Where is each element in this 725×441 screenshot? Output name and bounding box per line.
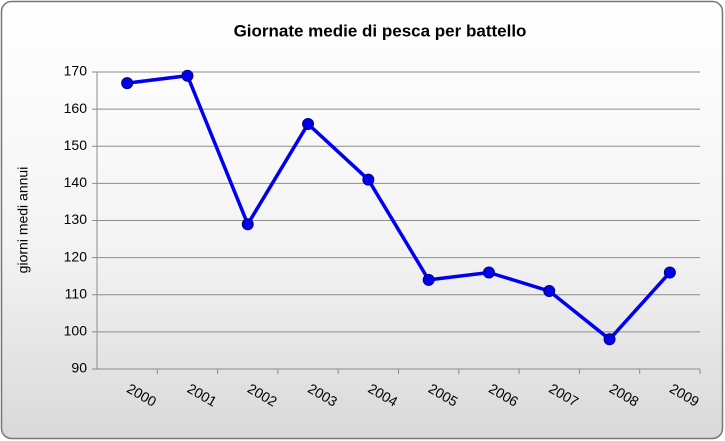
- data-point: [483, 267, 494, 278]
- y-tick-label: 120: [64, 248, 88, 264]
- y-tick-label: 130: [64, 211, 88, 227]
- y-axis-label: giorni medi annui: [15, 167, 31, 274]
- data-point: [664, 267, 675, 278]
- y-tick-label: 150: [64, 137, 88, 153]
- data-point: [122, 78, 133, 89]
- y-tick-label: 160: [64, 100, 88, 116]
- data-point: [303, 118, 314, 129]
- data-point: [544, 286, 555, 297]
- data-point: [604, 334, 615, 345]
- y-tick-label: 170: [64, 63, 88, 79]
- y-tick-label: 100: [64, 323, 88, 339]
- y-tick-label: 90: [71, 360, 87, 376]
- page: {"chart_data": {"type": "line", "title":…: [0, 0, 725, 441]
- y-tick-label: 140: [64, 174, 88, 190]
- chart: Giornate medie di pesca per battello gio…: [0, 0, 725, 441]
- y-tick-label: 110: [65, 285, 88, 301]
- data-point: [182, 70, 193, 81]
- chart-title: Giornate medie di pesca per battello: [234, 21, 527, 40]
- data-point: [242, 219, 253, 230]
- data-point: [423, 274, 434, 285]
- data-point: [363, 174, 374, 185]
